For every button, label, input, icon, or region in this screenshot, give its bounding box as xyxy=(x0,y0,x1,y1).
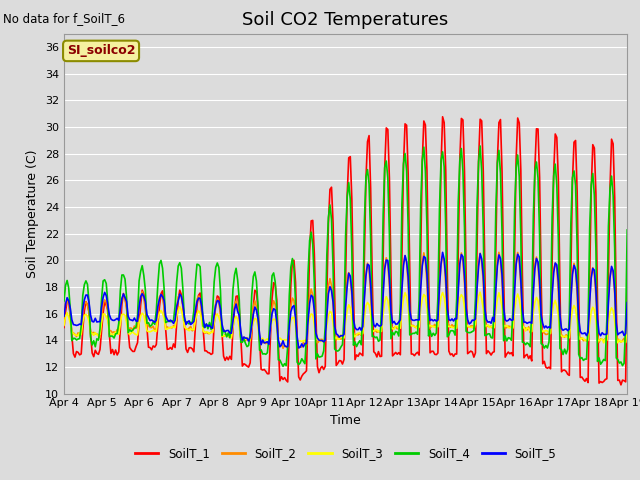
SoilT_2 xyxy=(401,253,409,259)
SoilT_3 xyxy=(600,340,607,346)
SoilT_1 xyxy=(399,162,407,168)
Text: SI_soilco2: SI_soilco2 xyxy=(67,44,135,58)
SoilT_2 xyxy=(383,255,390,261)
SoilT_5 xyxy=(439,250,447,255)
SoilT_5 xyxy=(401,252,409,258)
SoilT_4 xyxy=(279,363,287,369)
SoilT_1 xyxy=(381,165,388,171)
SoilT_2 xyxy=(623,297,631,303)
SoilT_4 xyxy=(76,336,83,341)
SoilT_5 xyxy=(623,300,631,305)
SoilT_3 xyxy=(76,330,83,336)
SoilT_1 xyxy=(617,382,625,388)
Text: No data for f_SoilT_6: No data for f_SoilT_6 xyxy=(3,12,125,25)
SoilT_3 xyxy=(399,296,407,301)
Line: SoilT_5: SoilT_5 xyxy=(64,252,627,348)
SoilT_1 xyxy=(165,346,173,352)
SoilT_1 xyxy=(556,285,564,290)
SoilT_3 xyxy=(556,332,564,337)
SoilT_5 xyxy=(295,345,303,351)
SoilT_1 xyxy=(76,352,83,358)
SoilT_5 xyxy=(76,321,83,327)
SoilT_2 xyxy=(60,311,68,317)
SoilT_2 xyxy=(557,332,565,337)
Line: SoilT_1: SoilT_1 xyxy=(64,117,627,385)
SoilT_1 xyxy=(412,351,420,357)
SoilT_3 xyxy=(476,289,484,295)
SoilT_2 xyxy=(165,325,173,331)
SoilT_5 xyxy=(60,313,68,319)
Line: SoilT_4: SoilT_4 xyxy=(64,146,627,366)
SoilT_4 xyxy=(623,227,631,233)
Y-axis label: Soil Temperature (C): Soil Temperature (C) xyxy=(26,149,39,278)
SoilT_5 xyxy=(383,257,390,263)
SoilT_4 xyxy=(383,158,390,164)
SoilT_3 xyxy=(623,322,631,327)
SoilT_2 xyxy=(279,346,287,351)
SoilT_4 xyxy=(401,151,409,156)
SoilT_4 xyxy=(60,298,68,304)
SoilT_1 xyxy=(623,274,631,280)
SoilT_4 xyxy=(476,143,484,149)
SoilT_5 xyxy=(557,325,565,331)
Line: SoilT_2: SoilT_2 xyxy=(64,252,627,348)
SoilT_4 xyxy=(557,347,565,353)
SoilT_2 xyxy=(76,333,83,338)
SoilT_1 xyxy=(60,324,68,330)
SoilT_3 xyxy=(381,299,388,305)
SoilT_2 xyxy=(495,250,503,255)
Line: SoilT_3: SoilT_3 xyxy=(64,292,627,343)
SoilT_5 xyxy=(413,317,421,323)
Title: Soil CO2 Temperatures: Soil CO2 Temperatures xyxy=(243,11,449,29)
SoilT_1 xyxy=(439,114,447,120)
SoilT_3 xyxy=(60,323,68,328)
Legend: SoilT_1, SoilT_2, SoilT_3, SoilT_4, SoilT_5: SoilT_1, SoilT_2, SoilT_3, SoilT_4, Soil… xyxy=(130,443,561,465)
SoilT_3 xyxy=(165,325,173,331)
SoilT_4 xyxy=(165,318,173,324)
SoilT_4 xyxy=(413,331,421,337)
SoilT_2 xyxy=(413,323,421,328)
SoilT_5 xyxy=(165,319,173,324)
X-axis label: Time: Time xyxy=(330,414,361,427)
SoilT_3 xyxy=(412,324,420,330)
